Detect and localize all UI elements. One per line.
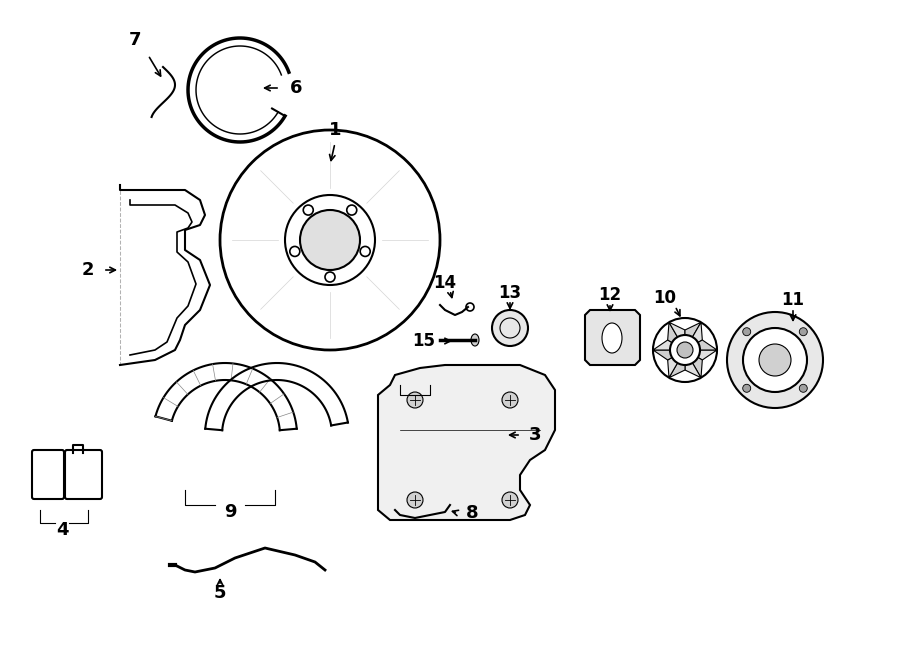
- Polygon shape: [668, 350, 685, 377]
- Polygon shape: [685, 350, 701, 377]
- Polygon shape: [685, 323, 701, 350]
- Circle shape: [303, 205, 313, 215]
- Circle shape: [407, 392, 423, 408]
- Ellipse shape: [471, 334, 479, 346]
- Text: 5: 5: [214, 584, 226, 602]
- Circle shape: [466, 303, 474, 311]
- Text: 11: 11: [781, 291, 805, 309]
- Text: 8: 8: [465, 504, 478, 522]
- Circle shape: [743, 328, 807, 392]
- Polygon shape: [585, 310, 640, 365]
- Polygon shape: [378, 365, 555, 520]
- Circle shape: [502, 492, 518, 508]
- Text: 14: 14: [434, 274, 456, 292]
- Circle shape: [670, 335, 700, 365]
- Text: 15: 15: [412, 332, 435, 350]
- Circle shape: [727, 312, 823, 408]
- Circle shape: [346, 205, 356, 215]
- Text: 2: 2: [82, 261, 94, 279]
- Ellipse shape: [300, 210, 360, 270]
- Text: 9: 9: [224, 503, 236, 521]
- Circle shape: [759, 344, 791, 376]
- Polygon shape: [685, 350, 717, 360]
- Polygon shape: [653, 350, 685, 360]
- Text: 4: 4: [56, 521, 68, 539]
- Circle shape: [742, 384, 751, 392]
- Circle shape: [325, 272, 335, 282]
- Polygon shape: [668, 323, 685, 350]
- Text: 3: 3: [529, 426, 541, 444]
- Circle shape: [742, 328, 751, 336]
- Circle shape: [799, 328, 807, 336]
- Text: 13: 13: [499, 284, 522, 302]
- Circle shape: [799, 384, 807, 392]
- Polygon shape: [685, 340, 717, 350]
- Text: 1: 1: [328, 121, 341, 139]
- Text: 12: 12: [598, 286, 622, 304]
- Circle shape: [360, 247, 370, 256]
- Circle shape: [677, 342, 693, 358]
- Polygon shape: [669, 323, 685, 350]
- Polygon shape: [685, 350, 702, 377]
- Circle shape: [502, 392, 518, 408]
- Polygon shape: [685, 323, 702, 350]
- Text: 7: 7: [129, 31, 141, 49]
- Polygon shape: [653, 340, 685, 350]
- Text: 10: 10: [653, 289, 677, 307]
- Ellipse shape: [602, 323, 622, 353]
- Circle shape: [290, 247, 300, 256]
- Text: 6: 6: [290, 79, 302, 97]
- Polygon shape: [669, 350, 685, 377]
- Circle shape: [407, 492, 423, 508]
- Circle shape: [492, 310, 528, 346]
